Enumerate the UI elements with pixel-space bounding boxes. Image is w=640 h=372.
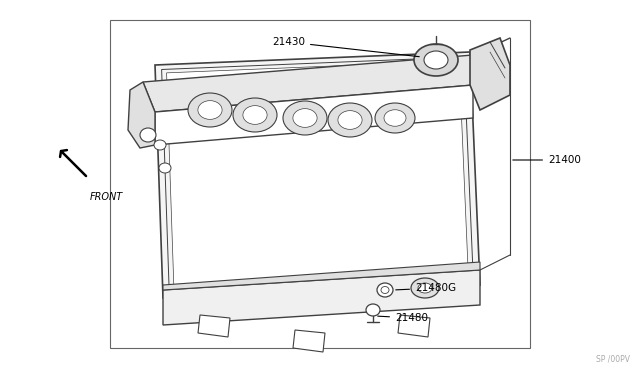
Text: SP /00PV: SP /00PV (596, 355, 630, 364)
Ellipse shape (411, 278, 439, 298)
Polygon shape (163, 270, 480, 325)
Ellipse shape (154, 140, 166, 150)
Ellipse shape (418, 283, 432, 293)
Polygon shape (198, 315, 230, 337)
Bar (110, 20, 530, 348)
Ellipse shape (381, 286, 389, 294)
Polygon shape (155, 85, 473, 145)
Polygon shape (143, 55, 473, 112)
Ellipse shape (243, 106, 267, 124)
Ellipse shape (159, 163, 171, 173)
Ellipse shape (188, 93, 232, 127)
Ellipse shape (293, 109, 317, 127)
Ellipse shape (233, 98, 277, 132)
Polygon shape (398, 315, 430, 337)
Ellipse shape (366, 304, 380, 316)
Ellipse shape (377, 283, 393, 297)
Polygon shape (155, 52, 480, 298)
Ellipse shape (198, 101, 222, 119)
Ellipse shape (384, 110, 406, 126)
Polygon shape (166, 61, 468, 289)
Ellipse shape (375, 103, 415, 133)
Text: 21480G: 21480G (396, 283, 456, 293)
Text: 21400: 21400 (513, 155, 581, 165)
Ellipse shape (338, 110, 362, 129)
Text: 21480: 21480 (378, 313, 428, 323)
Ellipse shape (140, 128, 156, 142)
Polygon shape (163, 262, 480, 290)
Text: 21430: 21430 (272, 37, 419, 57)
Polygon shape (293, 330, 325, 352)
Ellipse shape (283, 101, 327, 135)
Ellipse shape (414, 44, 458, 76)
Ellipse shape (424, 51, 448, 69)
Polygon shape (470, 38, 510, 110)
Ellipse shape (328, 103, 372, 137)
Polygon shape (128, 82, 155, 148)
Polygon shape (162, 57, 474, 293)
Text: FRONT: FRONT (90, 192, 124, 202)
